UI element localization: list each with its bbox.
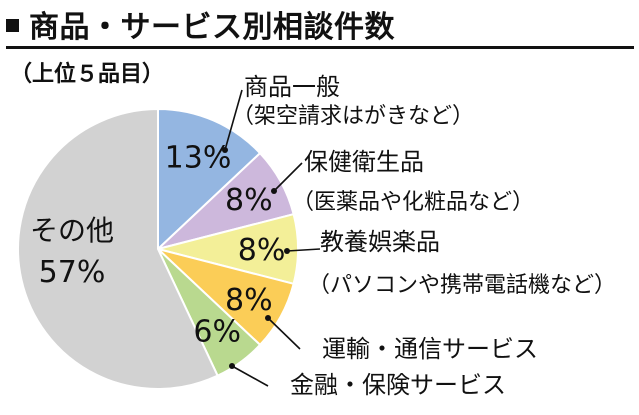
leader-line-1: [273, 162, 303, 192]
pie-slice-5: [17, 107, 219, 390]
title-bar: 商品・サービス別相談件数: [6, 4, 395, 45]
slice-category-label-1: 保健衛生品: [304, 148, 424, 176]
leader-line-3: [267, 317, 301, 350]
slice-value-label-3: 8%: [225, 283, 273, 318]
slice-category-label-4: 金融・保険サービス: [290, 371, 506, 399]
slice-value-label-2: 8%: [238, 233, 286, 268]
leader-dot-3: [265, 315, 271, 321]
slice-sublabel-0: （架空請求はがきなど）: [232, 104, 474, 129]
title-rule: [6, 46, 634, 49]
leader-line-4: [231, 365, 269, 387]
leader-line-0: [224, 89, 243, 151]
slice-sublabel-1: （医薬品や化粧品など）: [292, 190, 534, 215]
leader-dot-0: [222, 147, 228, 153]
slice-value-label-4: 6%: [193, 315, 241, 350]
slice-category-label-3: 運輸・通信サービス: [322, 335, 538, 363]
chart-subtitle: （上位５品目）: [10, 62, 165, 87]
leader-dot-4: [229, 363, 235, 369]
pie-labels: 13%商品一般（架空請求はがきなど）8%保健衛生品（医薬品や化粧品など）8% 教養…: [30, 73, 616, 399]
slice-value-label-5: 57%: [39, 255, 106, 290]
leader-dot-2: [284, 248, 290, 254]
slice-category-label-0: 商品一般: [244, 73, 340, 101]
pie-slices: [17, 107, 299, 390]
leader-line-2: [286, 248, 321, 252]
slice-value-label-1: 8%: [225, 183, 273, 218]
slice-category-label-2: 教養娯楽品: [320, 228, 440, 256]
slice-label-other: その他: [30, 214, 114, 247]
leader-dot-1: [271, 188, 277, 194]
slice-value-label-0: 13%: [165, 141, 232, 176]
pie-slice-0: [157, 107, 262, 252]
slice-sublabel-2: （パソコンや携帯電話機など）: [308, 273, 616, 298]
chart-title: 商品・サービス別相談件数: [29, 10, 395, 45]
title-square-marker: [6, 18, 19, 32]
